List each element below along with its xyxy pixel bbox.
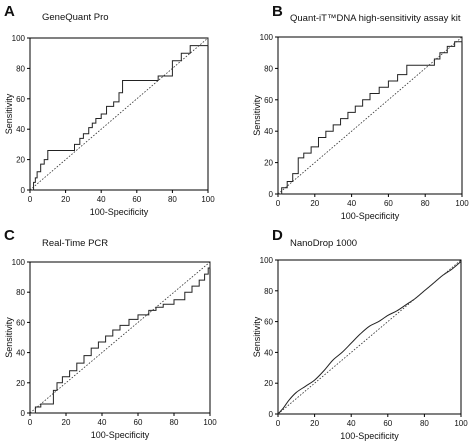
y-tick-label: 100: [12, 258, 26, 267]
chart-title: GeneQuant Pro: [42, 12, 109, 23]
y-tick-label: 40: [264, 348, 273, 357]
y-tick-label: 20: [16, 379, 25, 388]
y-tick-label: 20: [264, 159, 273, 168]
x-tick-label: 60: [384, 199, 393, 208]
chart-title: Quant-iT™DNA high-sensitivity assay kit: [290, 13, 461, 24]
panel-letter: C: [4, 227, 15, 244]
x-tick-label: 0: [28, 418, 33, 427]
x-tick-label: 80: [420, 419, 429, 428]
chart-title: NanoDrop 1000: [290, 238, 357, 249]
y-tick-label: 80: [16, 288, 25, 297]
x-tick-label: 80: [168, 195, 177, 204]
y-tick-label: 40: [16, 349, 25, 358]
roc-curve: [30, 38, 209, 191]
y-tick-label: 40: [264, 127, 273, 136]
x-tick-label: 100: [454, 419, 468, 428]
x-tick-label: 80: [170, 418, 179, 427]
x-tick-label: 20: [310, 419, 319, 428]
x-axis-label: 100-Specificity: [341, 211, 400, 221]
x-tick-label: 0: [276, 199, 281, 208]
x-tick-label: 40: [347, 199, 356, 208]
x-axis-label: 100-Specificity: [340, 431, 399, 441]
y-axis-label: Sensitivity: [4, 93, 14, 134]
plot-frame: [29, 37, 209, 191]
y-tick-label: 0: [269, 410, 274, 419]
reference-diagonal-line: [277, 36, 463, 195]
x-tick-label: 40: [98, 418, 107, 427]
panel-letter: D: [272, 227, 283, 244]
x-tick-label: 100: [203, 418, 217, 427]
x-tick-label: 0: [28, 195, 33, 204]
y-axis-label: Sensitivity: [252, 95, 262, 136]
y-axis-label: Sensitivity: [252, 316, 262, 357]
y-axis-label: Sensitivity: [4, 317, 14, 358]
x-tick-label: 0: [276, 419, 281, 428]
x-tick-label: 20: [310, 199, 319, 208]
reference-diagonal-line: [29, 261, 211, 414]
y-tick-label: 60: [16, 95, 25, 104]
y-tick-label: 100: [12, 34, 26, 43]
roc-curve: [277, 261, 462, 415]
y-tick-label: 0: [269, 190, 274, 199]
y-tick-label: 100: [260, 33, 274, 42]
chart-title: Real-Time PCR: [42, 238, 108, 249]
y-tick-label: 80: [16, 64, 25, 73]
roc-curve: [30, 262, 211, 414]
x-tick-label: 80: [421, 199, 430, 208]
panel-a: A GeneQuant Pro 0 20 40 60 80 100 0 20 40 60 80 100 10…: [4, 3, 215, 217]
x-tick-label: 20: [61, 195, 70, 204]
panel-c: C Real-Time PCR 0 20 40 60 80 100 0 20 40 60 80 100 10…: [4, 227, 217, 440]
x-tick-label: 40: [97, 195, 106, 204]
panel-letter: A: [4, 3, 15, 20]
x-axis-label: 100-Specificity: [90, 207, 149, 217]
plot-frame: [277, 259, 462, 415]
y-tick-label: 60: [264, 318, 273, 327]
y-tick-label: 40: [16, 125, 25, 134]
x-tick-label: 60: [383, 419, 392, 428]
x-tick-label: 60: [134, 418, 143, 427]
y-tick-label: 20: [264, 379, 273, 388]
plot-frame: [29, 261, 211, 414]
x-tick-label: 20: [62, 418, 71, 427]
plot-frame: [277, 36, 463, 195]
y-tick-label: 60: [264, 96, 273, 105]
x-tick-label: 100: [201, 195, 215, 204]
x-tick-label: 60: [132, 195, 141, 204]
y-tick-label: 80: [264, 287, 273, 296]
y-tick-label: 0: [21, 186, 26, 195]
y-tick-label: 100: [260, 256, 274, 265]
x-tick-label: 100: [455, 199, 469, 208]
panel-d: D NanoDrop 1000 0 20 40 60 80 100 0 20 40 60 80 100 10…: [252, 227, 468, 441]
reference-diagonal-line: [29, 37, 209, 191]
y-tick-label: 80: [264, 64, 273, 73]
reference-diagonal-line: [277, 259, 462, 415]
x-tick-label: 40: [347, 419, 356, 428]
y-tick-label: 60: [16, 318, 25, 327]
x-axis-label: 100-Specificity: [91, 430, 150, 440]
y-tick-label: 20: [16, 156, 25, 165]
panel-b: B Quant-iT™DNA high-sensitivity assay kit…: [252, 3, 469, 221]
y-tick-label: 0: [21, 409, 26, 418]
panel-letter: B: [272, 3, 283, 20]
